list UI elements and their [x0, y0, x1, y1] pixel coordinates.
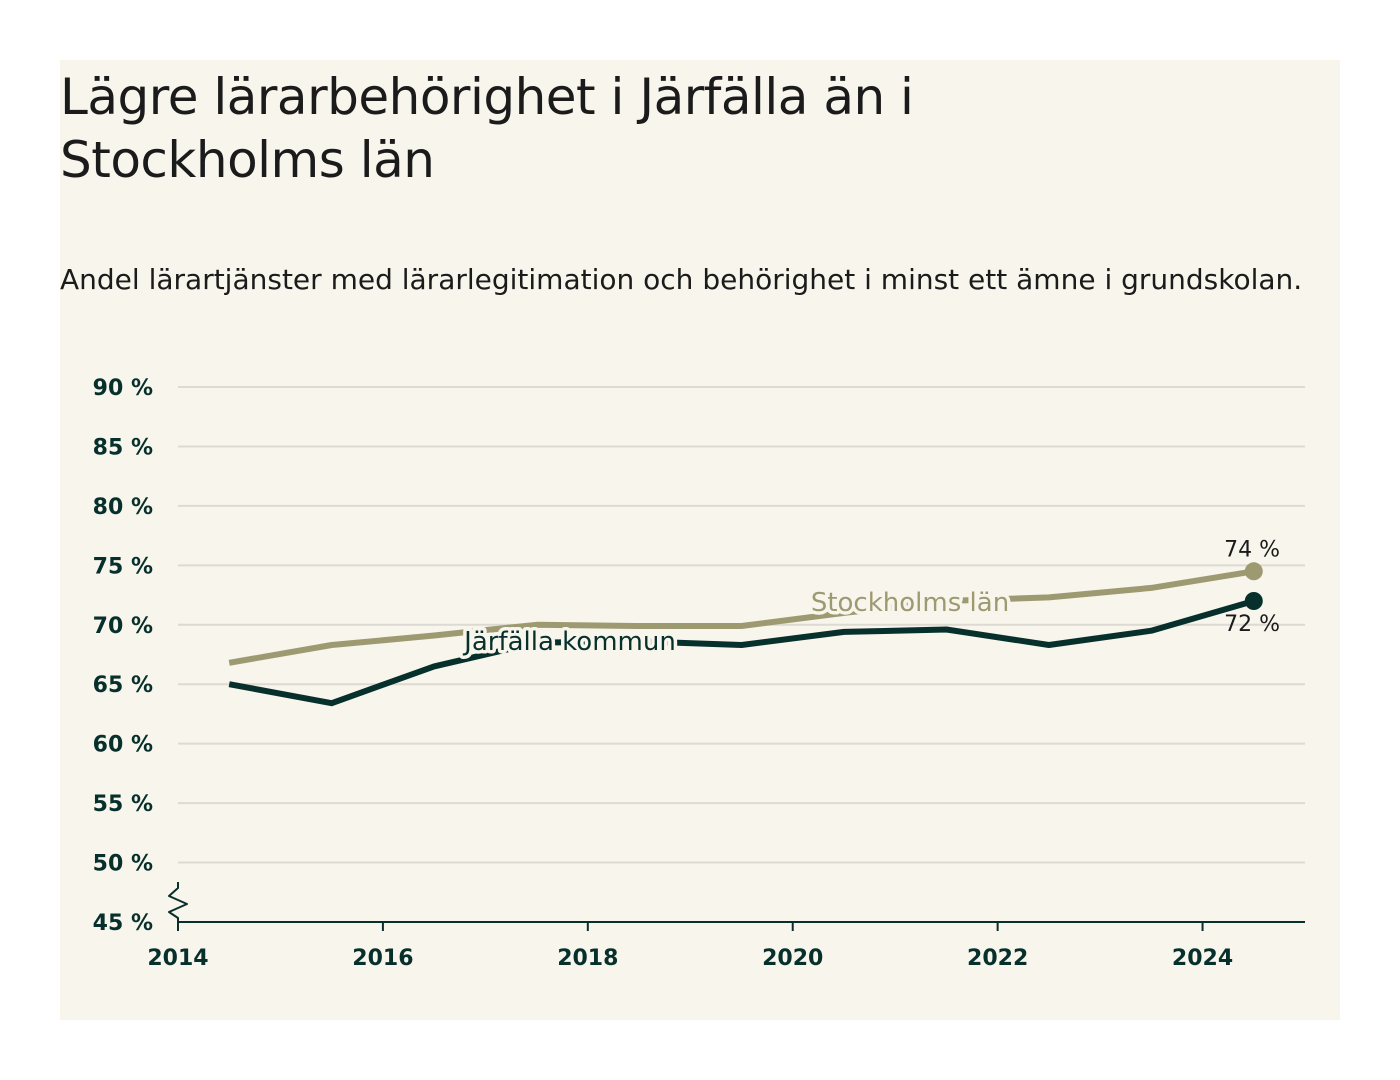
stockholm-lan-line [228, 568, 1255, 666]
x-tick-label: 2024 [1172, 946, 1233, 971]
y-tick-label: 65 % [93, 673, 153, 698]
y-tick-label: 85 % [93, 435, 153, 460]
series-label-stockholm: Stockholms län [811, 588, 1009, 618]
y-tick-label: 80 % [93, 495, 153, 520]
y-tick-label: 60 % [93, 733, 153, 758]
y-tick-label: 55 % [93, 792, 153, 817]
chart-card: Lägre lärarbehörighet i Järfälla än i St… [60, 60, 1340, 1020]
y-tick-label: 90 % [93, 376, 153, 401]
jarfalla-line [228, 598, 1255, 707]
x-tick-label: 2018 [557, 946, 618, 971]
series-label-jarfalla: Järfälla kommun [462, 627, 676, 657]
chart-subtitle: Andel lärartjänster med lärarlegitimatio… [60, 263, 1303, 296]
y-tick-label: 70 % [93, 614, 153, 639]
y-tick-label: 45 % [93, 911, 153, 936]
axis-break-icon [168, 882, 188, 922]
jarfalla-end-dot [1244, 592, 1263, 610]
x-tick-label: 2020 [762, 946, 823, 971]
x-tick-label: 2016 [352, 946, 413, 971]
x-tick-label: 2014 [147, 946, 208, 971]
end-value-label-jarfalla: 72 % [1224, 612, 1280, 637]
y-tick-label: 50 % [93, 852, 153, 877]
x-tick-label: 2022 [967, 946, 1028, 971]
stockholm-lan-end-dot [1244, 562, 1263, 581]
end-value-label-stockholm: 74 % [1224, 537, 1280, 562]
chart-title: Lägre lärarbehörighet i Järfälla än i St… [60, 68, 914, 189]
y-tick-label: 75 % [93, 554, 153, 579]
